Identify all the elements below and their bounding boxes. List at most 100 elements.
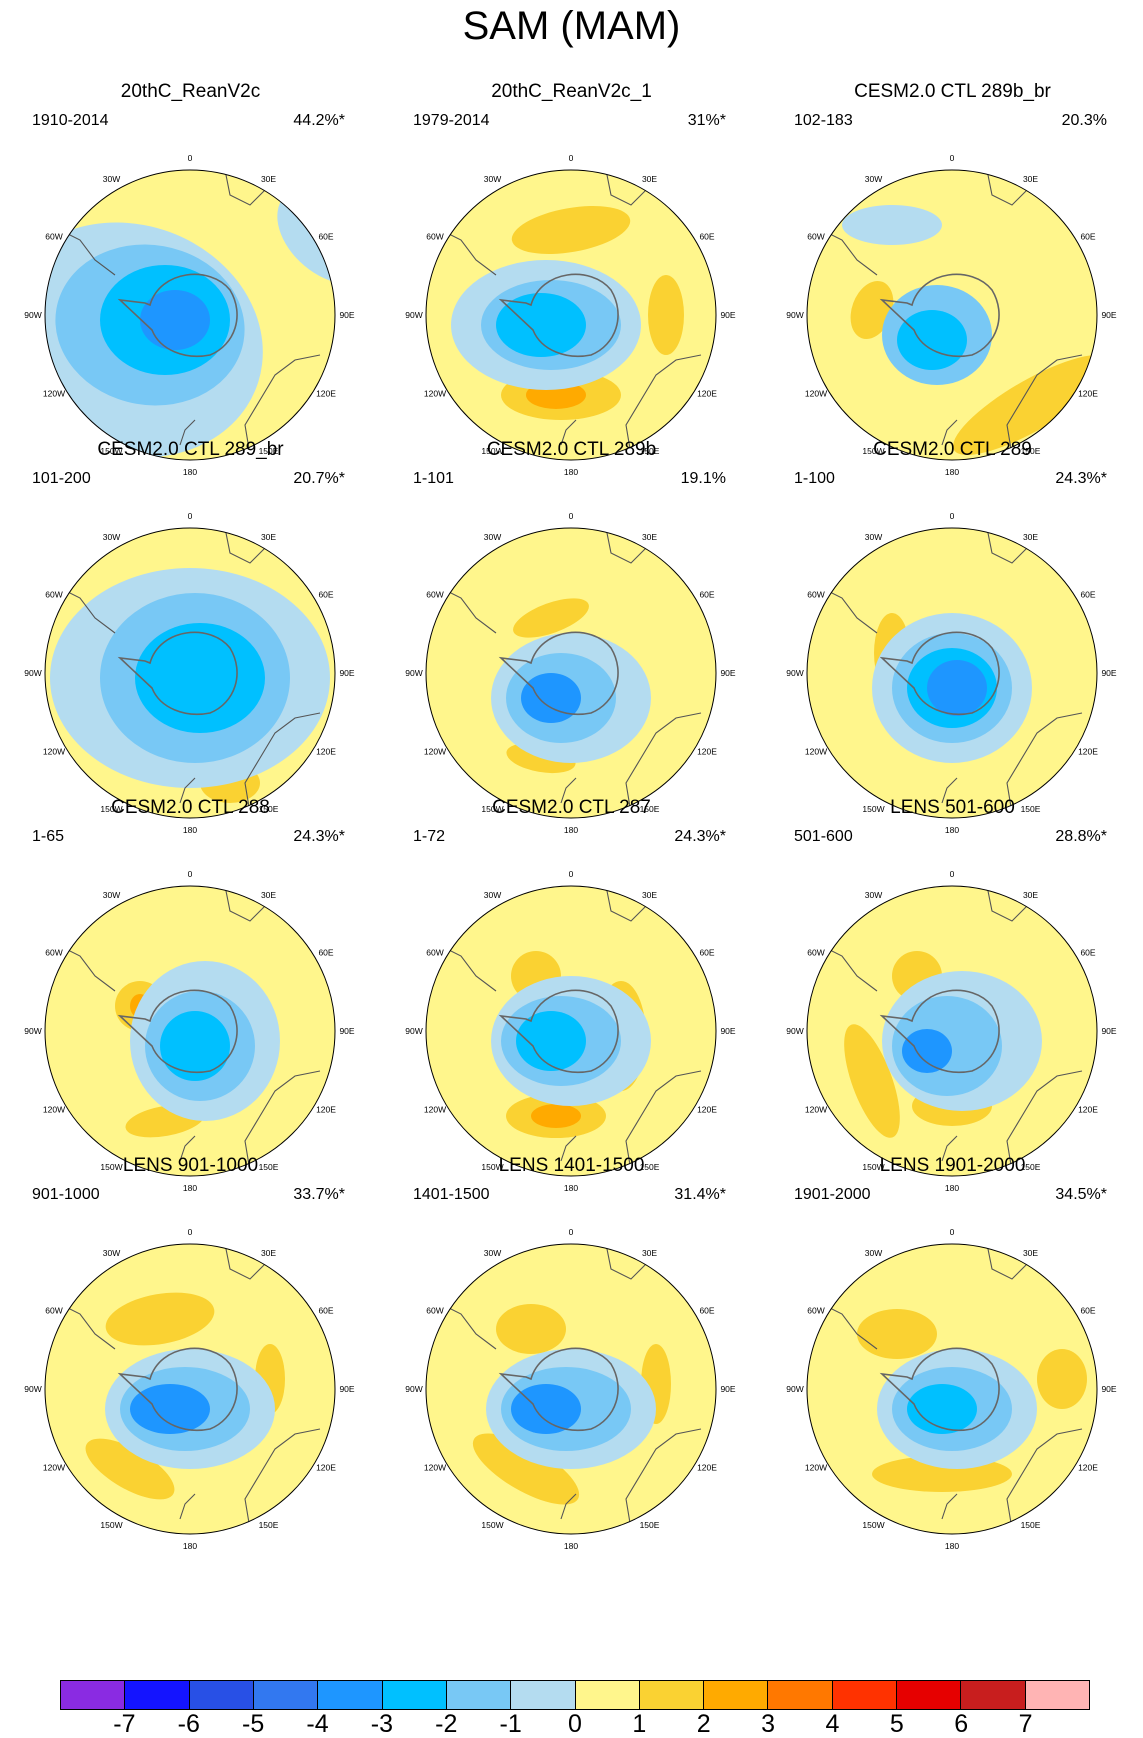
longitude-label: 180	[183, 1541, 197, 1551]
anomaly-contour	[648, 275, 684, 355]
colorbar-tick-label: -4	[306, 1710, 329, 1738]
polar-map: 0 30E 60E 90E 120E 150E 180 150W 120W 90W 60W 30W	[24, 1227, 355, 1551]
new-zealand-outline	[560, 419, 577, 446]
longitude-label: 60E	[318, 232, 333, 242]
longitude-label: 30W	[103, 890, 120, 900]
longitude-label: 90W	[405, 1026, 422, 1036]
longitude-label: 180	[564, 1183, 578, 1193]
antarctica-outline	[498, 1347, 619, 1431]
australia-outline	[1006, 1070, 1083, 1172]
anomaly-contour	[105, 1292, 215, 1346]
longitude-label: 0	[950, 153, 955, 163]
panel-years: 1401-1500	[413, 1186, 490, 1203]
australia-outline	[625, 1070, 702, 1172]
colorbar-tick-label: 5	[889, 1710, 904, 1738]
anomaly-contour	[513, 598, 589, 638]
map-panel: LENS 901-1000 901-1000 33.7%* 0 30E 60E 90E 120…	[0, 1154, 381, 1554]
colorbar-tick-label: -7	[113, 1710, 136, 1738]
colorbar-swatch	[961, 1681, 1026, 1709]
new-zealand-outline	[179, 777, 196, 804]
longitude-label: 150E	[259, 1162, 279, 1172]
polar-map: 0 30E 60E 90E 120E 150E 180 150W 120W 90W 60W 30W	[24, 511, 355, 835]
australia-outline	[1006, 712, 1083, 814]
australia-outline	[244, 1428, 321, 1530]
panel-title: CESM2.0 CTL 289_br	[97, 439, 284, 460]
longitude-label: 180	[945, 825, 959, 835]
figure-title: SAM (MAM)	[462, 4, 681, 48]
map-panel: CESM2.0 CTL 289 1-100 24.3%* 0 30E 60E 90E 120E…	[762, 438, 1143, 838]
longitude-label: 0	[950, 869, 955, 879]
new-zealand-outline	[941, 1493, 958, 1520]
map-panel: CESM2.0 CTL 289b 1-101 19.1% 0 30E 60E 90E 120E…	[381, 438, 762, 838]
longitude-label: 0	[569, 153, 574, 163]
antarctica-outline	[498, 631, 619, 715]
polar-map: 0 30E 60E 90E 120E 150E 180 150W 120W 90W 60W 30W	[786, 1227, 1117, 1551]
longitude-label: 30W	[103, 532, 120, 542]
colorbar	[60, 1680, 1090, 1710]
new-zealand-outline	[560, 777, 577, 804]
colorbar-swatch	[125, 1681, 190, 1709]
longitude-label: 120W	[805, 747, 827, 757]
longitude-label: 180	[183, 825, 197, 835]
longitude-label: 90E	[1101, 1026, 1116, 1036]
longitude-label: 60W	[807, 1306, 824, 1316]
new-zealand-outline	[941, 777, 958, 804]
longitude-label: 150W	[862, 1520, 884, 1530]
new-zealand-outline	[941, 1135, 958, 1162]
longitude-label: 120E	[1078, 1105, 1098, 1115]
longitude-label: 120W	[43, 389, 65, 399]
colorbar-swatch	[575, 1681, 640, 1709]
anomaly-contour	[850, 280, 894, 340]
longitude-label: 30E	[642, 174, 657, 184]
map-border	[806, 1243, 1098, 1535]
colorbar-swatch	[704, 1681, 769, 1709]
panel-title: LENS 501-600	[890, 797, 1015, 818]
australia-outline	[625, 712, 702, 814]
longitude-label: 60E	[1080, 1306, 1095, 1316]
panel-variance: 33.7%*	[293, 1186, 345, 1203]
colorbar-swatch	[253, 1681, 319, 1709]
new-zealand-outline	[179, 1135, 196, 1162]
australia-outline	[244, 354, 321, 456]
longitude-label: 120E	[316, 1463, 336, 1473]
panel-variance: 24.3%*	[674, 828, 726, 845]
anomaly-contour	[1037, 1349, 1087, 1409]
anomaly-contour	[85, 1438, 175, 1500]
polar-map: 0 30E 60E 90E 120E 150E 180 150W 120W 90W 60W 30W	[24, 869, 355, 1193]
longitude-label: 90E	[339, 668, 354, 678]
longitude-label: 120W	[805, 1463, 827, 1473]
longitude-label: 30W	[865, 1248, 882, 1258]
longitude-label: 180	[564, 825, 578, 835]
longitude-label: 150W	[481, 446, 503, 456]
colorbar-tick-label: 7	[1018, 1710, 1033, 1738]
anomaly-contour	[897, 310, 967, 370]
longitude-label: 150E	[640, 1520, 660, 1530]
longitude-label: 90E	[339, 310, 354, 320]
map-border	[44, 527, 336, 819]
australia-outline	[244, 1070, 321, 1172]
panel-title: CESM2.0 CTL 289b_br	[854, 81, 1051, 102]
longitude-label: 30W	[484, 890, 501, 900]
polar-map: 0 30E 60E 90E 120E 150E 180 150W 120W 90W 60W 30W	[786, 511, 1117, 835]
longitude-label: 180	[945, 467, 959, 477]
panel-variance: 28.8%*	[1055, 828, 1107, 845]
longitude-label: 90E	[720, 1026, 735, 1036]
longitude-label: 150E	[640, 446, 660, 456]
panel-title: CESM2.0 CTL 289b	[486, 439, 657, 460]
longitude-label: 30E	[1023, 174, 1038, 184]
anomaly-contour	[521, 673, 581, 723]
antarctica-outline	[879, 1347, 1000, 1431]
polar-map: 0 30E 60E 90E 120E 150E 180 150W 120W 90W 60W 30W	[405, 153, 736, 477]
longitude-label: 30W	[484, 532, 501, 542]
map-border	[44, 1243, 336, 1535]
map-panel: CESM2.0 CTL 289_br 101-200 20.7%* 0 30E 60E 90…	[0, 438, 381, 838]
map-panel: 20thC_ReanV2c 1910-2014 44.2%* 0 30E 60E 90E 12…	[0, 80, 381, 480]
longitude-label: 60E	[699, 232, 714, 242]
new-zealand-outline	[560, 1493, 577, 1520]
longitude-label: 180	[564, 1541, 578, 1551]
longitude-label: 90W	[786, 668, 803, 678]
longitude-label: 90E	[339, 1026, 354, 1036]
polar-map: 0 30E 60E 90E 120E 150E 180 150W 120W 90W 60W 30W	[786, 153, 1117, 477]
longitude-label: 90W	[405, 310, 422, 320]
panel-title: LENS 1401-1500	[498, 1155, 645, 1176]
